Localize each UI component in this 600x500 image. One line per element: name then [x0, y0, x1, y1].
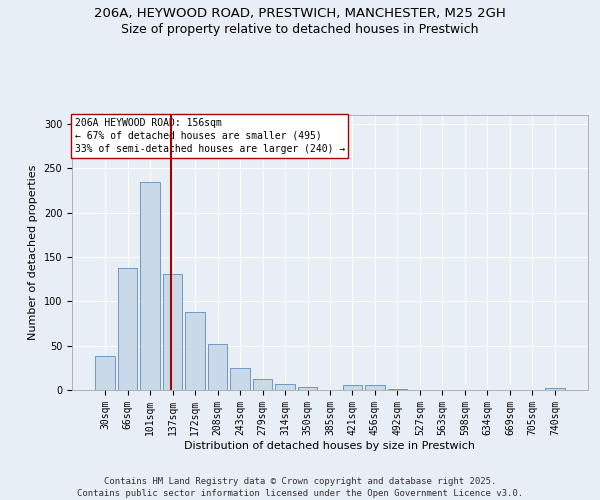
Bar [343, 384, 362, 390]
Text: 206A, HEYWOOD ROAD, PRESTWICH, MANCHESTER, M25 2GH: 206A, HEYWOOD ROAD, PRESTWICH, MANCHESTE… [94, 8, 506, 20]
Bar [230, 368, 250, 390]
Text: 206A HEYWOOD ROAD: 156sqm
← 67% of detached houses are smaller (495)
33% of semi: 206A HEYWOOD ROAD: 156sqm ← 67% of detac… [74, 118, 345, 154]
Bar [163, 274, 182, 390]
Bar [298, 388, 317, 390]
Bar [253, 380, 272, 390]
Bar [208, 344, 227, 390]
Bar [545, 388, 565, 390]
Bar [140, 182, 160, 390]
Bar [388, 389, 407, 390]
Bar [95, 356, 115, 390]
Bar [275, 384, 295, 390]
X-axis label: Distribution of detached houses by size in Prestwich: Distribution of detached houses by size … [185, 440, 476, 450]
Bar [365, 384, 385, 390]
Text: Size of property relative to detached houses in Prestwich: Size of property relative to detached ho… [121, 22, 479, 36]
Text: Contains HM Land Registry data © Crown copyright and database right 2025.
Contai: Contains HM Land Registry data © Crown c… [77, 476, 523, 498]
Bar [118, 268, 137, 390]
Y-axis label: Number of detached properties: Number of detached properties [28, 165, 38, 340]
Bar [185, 312, 205, 390]
